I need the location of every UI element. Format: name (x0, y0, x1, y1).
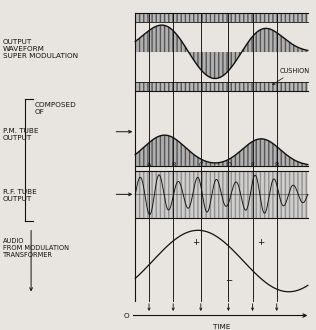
Text: −: − (225, 275, 232, 284)
Text: CUSHION: CUSHION (273, 68, 309, 84)
Text: AUDIO
FROM MODULATION
TRANSFORMER: AUDIO FROM MODULATION TRANSFORMER (3, 238, 69, 258)
Text: B: B (275, 161, 279, 168)
Text: +: + (258, 238, 265, 247)
Text: O: O (124, 313, 130, 318)
Text: OUTPUT
WAVEFORM
SUPER MODULATION: OUTPUT WAVEFORM SUPER MODULATION (3, 39, 78, 59)
Text: COMPOSED
OF: COMPOSED OF (34, 102, 76, 115)
Text: +: + (192, 238, 199, 247)
Text: E: E (251, 161, 255, 168)
Text: C: C (198, 161, 203, 168)
Text: A: A (147, 161, 151, 168)
Text: B: B (171, 161, 175, 168)
Text: P.M. TUBE
OUTPUT: P.M. TUBE OUTPUT (3, 128, 39, 142)
Text: TIME: TIME (213, 324, 230, 330)
Text: R.F. TUBE
OUTPUT: R.F. TUBE OUTPUT (3, 189, 37, 203)
Text: D: D (226, 161, 231, 168)
